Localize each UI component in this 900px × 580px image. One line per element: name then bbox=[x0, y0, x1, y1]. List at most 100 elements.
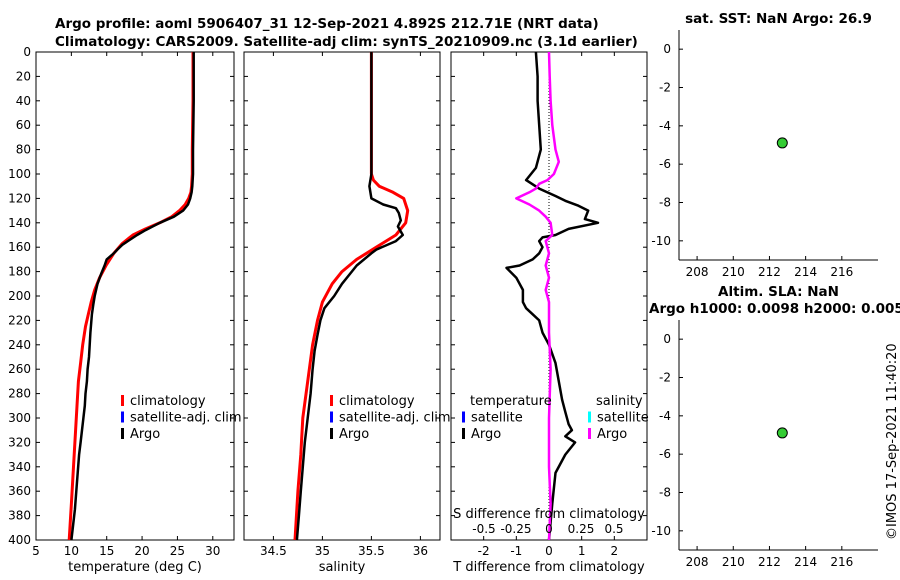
series-line-argo bbox=[70, 52, 195, 541]
panel-difference: -2 -1 0 1 2 T difference from climatology temp… bbox=[450, 51, 649, 575]
y-tick-label: 60 bbox=[16, 118, 31, 132]
x-tick-label: 214 bbox=[794, 555, 817, 569]
panel-temperature: 0 20 40 60 80 100 120 140 160 180 200 220 240 260 280 3… bbox=[8, 45, 242, 575]
legend-swatch bbox=[330, 411, 333, 423]
x-tick-label: 5 bbox=[32, 544, 40, 558]
data-point-marker bbox=[776, 137, 788, 149]
legend-entry: climatology bbox=[339, 394, 415, 409]
y-tick-label: 200 bbox=[8, 289, 31, 303]
y-tick-label: 160 bbox=[8, 240, 31, 254]
y-tick-label: 260 bbox=[8, 362, 31, 376]
top-axis-tick-label: -0.25 bbox=[500, 522, 531, 536]
top-axis-tick-label: 0 bbox=[545, 522, 553, 536]
y-tick-label: 140 bbox=[8, 216, 31, 230]
y-tick-label: -10 bbox=[651, 524, 671, 538]
x-tick-label: 35 bbox=[315, 544, 330, 558]
y-tick-label: 100 bbox=[8, 167, 31, 181]
x-axis-label: salinity bbox=[319, 560, 366, 575]
x-tick-label: 0 bbox=[545, 544, 553, 558]
legend-entry: satellite bbox=[597, 411, 649, 426]
legend-title-temperature: temperature bbox=[470, 394, 552, 409]
y-tick-label: -6 bbox=[659, 447, 671, 461]
legend-swatch bbox=[462, 411, 465, 423]
y-tick-label: 280 bbox=[8, 387, 31, 401]
y-tick-label: 0 bbox=[663, 42, 671, 56]
legend-entry: satellite-adj. clim bbox=[339, 411, 451, 426]
legend-entry: Argo bbox=[597, 427, 627, 442]
legend-entry: satellite bbox=[471, 411, 523, 426]
x-tick-label: 36 bbox=[413, 544, 428, 558]
series-line-temperature-argo bbox=[505, 51, 600, 541]
x-tick-label: 210 bbox=[722, 555, 745, 569]
legend-entry: Argo bbox=[339, 427, 369, 442]
top-axis-tick-label: -0.5 bbox=[472, 522, 495, 536]
figure-title-line1: Argo profile: aoml 5906407_31 12-Sep-202… bbox=[55, 16, 599, 32]
panel-title-sst: sat. SST: NaN Argo: 26.9 bbox=[685, 11, 872, 27]
legend-swatch bbox=[462, 428, 465, 439]
panel-sst: 0 -2 -4 -6 -8 -10 208 210 212 214 216 sat. SST: NaN… bbox=[651, 11, 878, 279]
y-tick-label: -4 bbox=[659, 119, 671, 133]
panel-salinity: 34.5 35 35.5 36 salinity climatology satellite… bbox=[243, 51, 451, 575]
x-tick-label: 208 bbox=[686, 555, 709, 569]
series-line-argo bbox=[295, 52, 405, 541]
x-tick-label: 212 bbox=[758, 265, 781, 279]
panel-subtitle-sla: Argo h1000: 0.0098 h2000: 0.0057 bbox=[649, 301, 900, 317]
x-tick-label: -1 bbox=[510, 544, 522, 558]
x-axis-label: temperature (deg C) bbox=[68, 560, 202, 575]
x-tick-label: 214 bbox=[794, 265, 817, 279]
imos-watermark: ©IMOS 17-Sep-2021 11:40:20 bbox=[885, 343, 900, 540]
y-tick-label: 180 bbox=[8, 265, 31, 279]
legend-entry: satellite-adj. clim bbox=[130, 411, 242, 426]
axes-frame-salinity bbox=[243, 51, 441, 541]
y-tick-label: 400 bbox=[8, 533, 31, 547]
legend-swatch bbox=[121, 428, 124, 439]
series-line-salinity-argo bbox=[515, 51, 561, 541]
series-line-climatology bbox=[67, 52, 195, 541]
panel-title-sla: Altim. SLA: NaN bbox=[718, 284, 839, 300]
legend-entry: climatology bbox=[130, 394, 206, 409]
panel-sla: 0 -2 -4 -6 -8 -10 208 210 212 214 216 Altim. SLA: N… bbox=[649, 284, 900, 569]
x-tick-label: 34.5 bbox=[260, 544, 287, 558]
y-tick-label: 220 bbox=[8, 313, 31, 327]
y-tick-label: -8 bbox=[659, 196, 671, 210]
x-tick-label: 30 bbox=[205, 544, 220, 558]
legend-swatch bbox=[330, 395, 333, 406]
x-tick-label: 15 bbox=[99, 544, 114, 558]
x-tick-label: 212 bbox=[758, 555, 781, 569]
legend-entry: Argo bbox=[130, 427, 160, 442]
x-tick-label: 208 bbox=[686, 265, 709, 279]
y-tick-label: 380 bbox=[8, 509, 31, 523]
y-tick-label: -8 bbox=[659, 486, 671, 500]
figure-title-line2: Climatology: CARS2009. Satellite-adj cli… bbox=[55, 34, 638, 50]
data-point-marker bbox=[776, 427, 788, 439]
y-tick-label: -2 bbox=[659, 371, 671, 385]
y-tick-label: 40 bbox=[16, 94, 31, 108]
legend-swatch bbox=[121, 395, 124, 406]
y-tick-label: 300 bbox=[8, 411, 31, 425]
legend-swatch bbox=[588, 411, 591, 423]
x-tick-label: 25 bbox=[170, 544, 185, 558]
y-tick-label: -6 bbox=[659, 157, 671, 171]
legend-swatch bbox=[330, 428, 333, 439]
top-axis-tick-label: 0.25 bbox=[568, 522, 595, 536]
y-tick-label: 0 bbox=[663, 332, 671, 346]
y-tick-label: 320 bbox=[8, 435, 31, 449]
x-tick-label: 210 bbox=[722, 265, 745, 279]
series-line-climatology bbox=[293, 52, 410, 541]
x-tick-label: 20 bbox=[134, 544, 149, 558]
x-tick-label: 2 bbox=[611, 544, 619, 558]
legend-swatch bbox=[121, 411, 124, 423]
y-tick-label: 20 bbox=[16, 69, 31, 83]
x-tick-label: 35.5 bbox=[358, 544, 385, 558]
axes-frame-temperature bbox=[35, 51, 235, 541]
x-tick-label: 1 bbox=[578, 544, 586, 558]
y-tick-label: 0 bbox=[23, 45, 31, 59]
legend-entry: Argo bbox=[471, 427, 501, 442]
x-axis-label: T difference from climatology bbox=[452, 560, 645, 575]
x-tick-label: 10 bbox=[64, 544, 79, 558]
top-axis-label: S difference from climatology bbox=[453, 507, 645, 522]
y-tick-label: 120 bbox=[8, 191, 31, 205]
legend-title-salinity: salinity bbox=[596, 394, 643, 409]
y-tick-label: 240 bbox=[8, 338, 31, 352]
